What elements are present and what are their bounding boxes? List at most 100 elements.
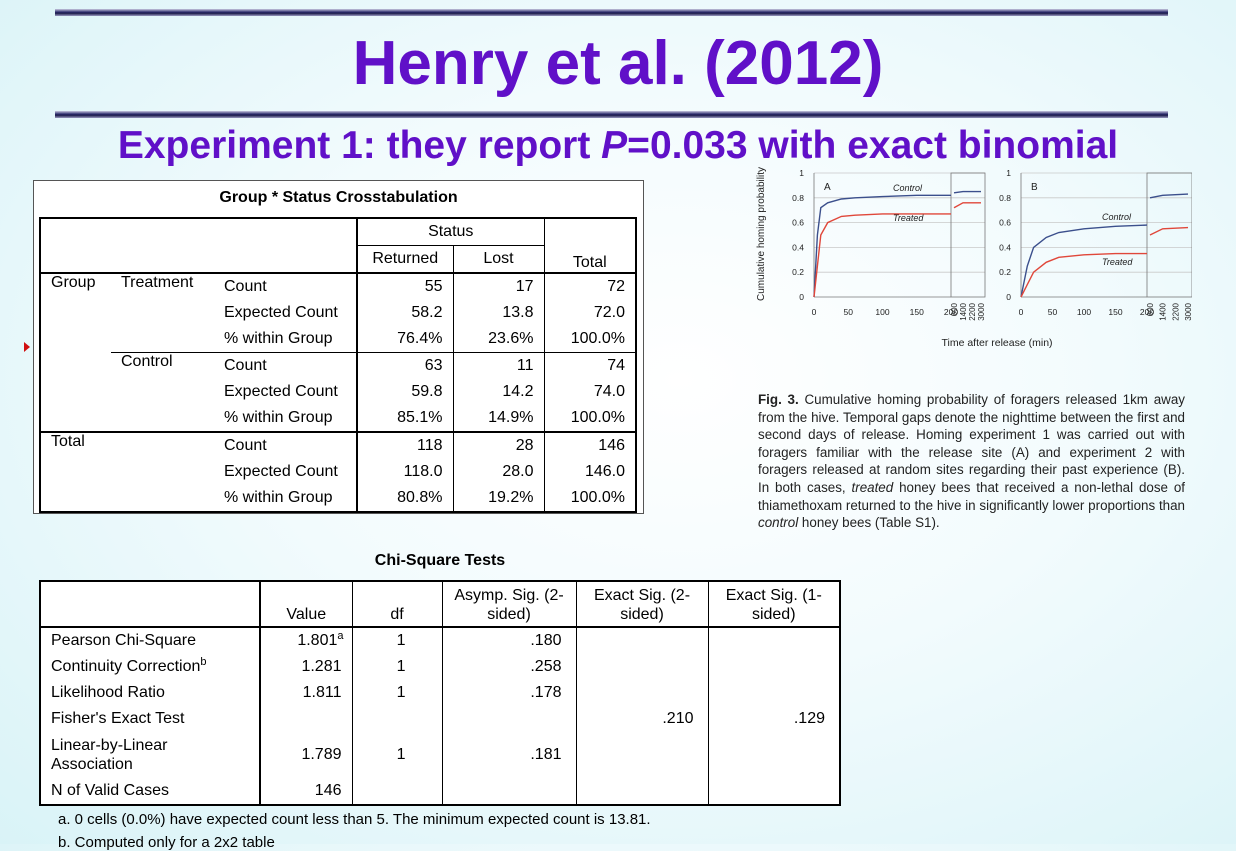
- subtitle-pre: Experiment 1: they report: [117, 124, 602, 167]
- cell: 13.8: [453, 300, 545, 326]
- y-axis-label: Cumulative homing probability: [756, 167, 767, 301]
- cell: 19.2%: [453, 485, 545, 512]
- x-tick-label: 1400: [1159, 302, 1168, 320]
- chi-value: 1.801a: [260, 627, 353, 654]
- cell: 59.8: [357, 379, 454, 405]
- control-series-late-line: [1149, 193, 1189, 199]
- slide-marker-icon: [24, 342, 30, 352]
- cell: 146.0: [584, 463, 625, 480]
- y-tick-label: 0.4: [999, 242, 1011, 252]
- treated-series-late-line: [1149, 226, 1189, 236]
- cell: 118: [357, 432, 454, 459]
- footnote-b: b. Computed only for a 2x2 table: [58, 834, 275, 851]
- x-tick-label: 600: [950, 302, 959, 316]
- chi-col-df: df: [352, 581, 443, 628]
- x-tick-label: 50: [1048, 307, 1058, 317]
- chi-col-value: Value: [260, 581, 353, 628]
- x-tick-label: 3000: [1184, 302, 1192, 320]
- chi-df: 1: [352, 627, 443, 654]
- chi-df: 1: [352, 732, 443, 778]
- stat-label: % within Group: [214, 485, 358, 512]
- chi-df-text: 1: [396, 658, 406, 675]
- cell: 76.4%: [357, 326, 454, 353]
- chi-df-text: 1: [396, 632, 406, 649]
- chi-asymp-text: .181: [530, 746, 562, 763]
- chi-row-label-text: N of Valid Cases: [51, 782, 169, 799]
- cell: 100.0%: [570, 489, 625, 506]
- group-label: Group: [40, 273, 111, 433]
- cell: 58.2: [357, 300, 454, 326]
- x-tick-label: 50: [844, 307, 854, 317]
- caption-lead: Fig. 3.: [758, 392, 799, 407]
- caption-italic-treated: treated: [851, 479, 894, 495]
- crosstab-panel: Group * Status Crosstabulation Status To…: [33, 180, 644, 514]
- cell: 28.0: [453, 459, 545, 485]
- col-returned: Returned: [357, 245, 454, 274]
- chi-exact1-text: .129: [793, 710, 825, 727]
- chi-exact1: [708, 778, 840, 805]
- cell: 55: [357, 273, 454, 300]
- chi-row: Likelihood Ratio 1.811 1 .178: [40, 680, 840, 706]
- cell: 23.6%: [453, 326, 545, 353]
- chi-col-asymp: Asymp. Sig. (2-sided): [442, 581, 577, 628]
- control-series-line: [813, 194, 951, 298]
- cell: 100.0%: [544, 405, 636, 433]
- control-series-line: [1020, 224, 1148, 298]
- chi-value-text: 1.281: [301, 658, 342, 675]
- chi-value: 1.811: [260, 680, 353, 706]
- chi-square-table: Value df Asymp. Sig. (2-sided) Exact Sig…: [39, 580, 841, 806]
- middle-rule: [55, 111, 1168, 118]
- chi-col-exact1: Exact Sig. (1-sided): [708, 581, 840, 628]
- x-tick-label: 3000: [977, 302, 986, 320]
- stat-label: Expected Count: [214, 300, 358, 326]
- status-header: Status: [357, 218, 545, 246]
- caption-part1: Cumulative homing probability of forager…: [758, 392, 1185, 495]
- chi-value: 146: [260, 778, 353, 805]
- chi-df-text: 1: [396, 684, 406, 701]
- top-rule: [55, 9, 1168, 16]
- chi-asymp-text: .180: [530, 632, 562, 649]
- y-tick-label: 0.4: [792, 242, 804, 252]
- cell: 63: [357, 352, 454, 379]
- chi-asymp-text: .258: [530, 658, 562, 675]
- chi-value: 1.281: [260, 654, 353, 680]
- y-tick-label: 1: [799, 168, 804, 178]
- footnote-mark: b: [200, 656, 207, 668]
- crosstab-corner: [40, 218, 358, 274]
- x-tick-label: 1400: [959, 302, 968, 320]
- cell: 72: [607, 278, 625, 295]
- y-tick-label: 0.6: [792, 218, 804, 228]
- chi-row-label-text: Fisher's Exact Test: [51, 710, 185, 727]
- x-tick-label: 150: [910, 307, 924, 317]
- chi-exact2: [576, 732, 709, 778]
- chi-value-text: 1.789: [301, 746, 342, 763]
- chi-value-text: 146: [314, 782, 342, 799]
- chi-row: N of Valid Cases 146: [40, 778, 840, 805]
- figure-caption: Fig. 3. Cumulative homing probability of…: [758, 391, 1185, 532]
- subtitle-post: =0.033 with exact binomial: [627, 124, 1119, 167]
- treated-series-line: [1020, 252, 1147, 298]
- cell: 85.1%: [357, 405, 454, 433]
- y-tick-label: 0.2: [999, 267, 1011, 277]
- cell: 118.0: [357, 459, 454, 485]
- footnote-a: a. 0 cells (0.0%) have expected count le…: [58, 811, 651, 828]
- chi-value: 1.789: [260, 732, 353, 778]
- stat-label: Count: [214, 273, 358, 300]
- chi-row-label: Pearson Chi-Square: [40, 627, 261, 654]
- cell: 14.9%: [453, 405, 545, 433]
- chi-exact1: [708, 627, 840, 654]
- panel-label: A: [824, 182, 831, 193]
- chi-value: [260, 706, 353, 732]
- chi-asymp: .258: [442, 654, 577, 680]
- crosstab-table: Status Total Returned Lost Group Treatme…: [39, 217, 637, 513]
- x-tick-label: 600: [1146, 302, 1155, 316]
- stat-label: % within Group: [214, 405, 358, 433]
- chi-row-label: Linear-by-Linear Association: [40, 732, 261, 778]
- chi-asymp: [442, 778, 577, 805]
- control-series-late-line: [953, 190, 981, 194]
- chi-exact1: [708, 732, 840, 778]
- x-tick-label: 200: [1140, 307, 1154, 317]
- y-tick-label: 0: [799, 292, 804, 302]
- chi-exact2-text: .210: [662, 710, 694, 727]
